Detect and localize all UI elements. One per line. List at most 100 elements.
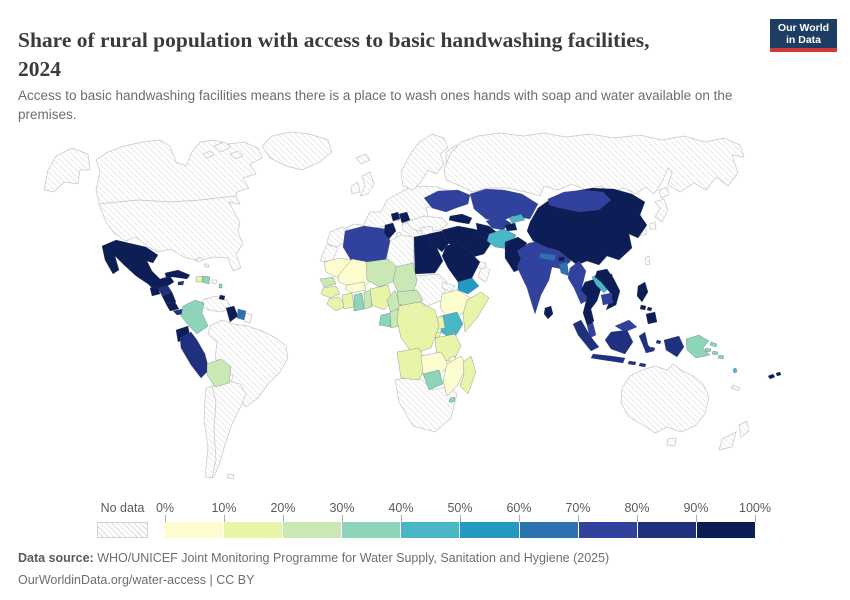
- country-bolivia[interactable]: [206, 358, 232, 388]
- country-taiwan[interactable]: [644, 255, 651, 266]
- country-somalia[interactable]: [462, 291, 490, 333]
- legend-bin-50-60%[interactable]: [460, 522, 519, 538]
- country-tajikistan[interactable]: [504, 222, 518, 232]
- country-peru[interactable]: [179, 331, 210, 379]
- legend-color-bar[interactable]: [165, 522, 755, 538]
- country-canada[interactable]: [95, 139, 263, 205]
- country-australia[interactable]: [620, 363, 710, 447]
- country-togo-benin[interactable]: [363, 289, 373, 310]
- country-lesser-antilles[interactable]: [218, 283, 223, 289]
- country-vietnam[interactable]: [594, 268, 621, 311]
- country-ghana[interactable]: [353, 292, 365, 312]
- country-puerto-rico[interactable]: [211, 279, 218, 285]
- legend-tick-mark: [460, 515, 461, 522]
- country-mozambique[interactable]: [442, 355, 468, 397]
- country-dominican-republic[interactable]: [201, 275, 211, 285]
- region-southern-africa[interactable]: [394, 375, 458, 433]
- country-japan[interactable]: [649, 186, 670, 230]
- country-indonesia[interactable]: [572, 319, 685, 368]
- country-ireland[interactable]: [350, 181, 361, 195]
- country-serbia[interactable]: [398, 211, 411, 224]
- legend-no-data-swatch[interactable]: [97, 522, 148, 538]
- country-guatemala[interactable]: [149, 285, 161, 297]
- country-cambodia[interactable]: [600, 292, 614, 306]
- country-solomon-islands[interactable]: [704, 347, 725, 360]
- country-kyrgyzstan[interactable]: [508, 213, 526, 224]
- country-united-states[interactable]: [98, 195, 244, 272]
- country-georgia-azerbaijan[interactable]: [448, 213, 473, 225]
- country-trinidad-and-tobago[interactable]: [218, 294, 226, 301]
- country-fiji[interactable]: [767, 371, 782, 380]
- country-falkland-islands[interactable]: [226, 473, 235, 480]
- title-line2: 2024: [18, 57, 61, 82]
- country-nepal[interactable]: [538, 252, 557, 262]
- country-brazil[interactable]: [207, 319, 289, 408]
- country-mali[interactable]: [337, 258, 373, 290]
- legend-bin-90-100%[interactable]: [696, 522, 755, 538]
- country-guyana[interactable]: [225, 305, 239, 323]
- country-senegal[interactable]: [319, 276, 337, 288]
- legend-bin-80-90%[interactable]: [637, 522, 696, 538]
- country-iceland[interactable]: [355, 153, 371, 165]
- country-suriname[interactable]: [236, 308, 247, 321]
- country-cuba[interactable]: [164, 269, 191, 280]
- country-new-zealand[interactable]: [718, 420, 750, 451]
- country-philippines[interactable]: [636, 281, 658, 325]
- country-eswatini[interactable]: [448, 396, 456, 403]
- legend-tick-label: 100%: [739, 501, 771, 515]
- country-russia[interactable]: [443, 132, 745, 197]
- chart-subtitle: Access to basic handwashing facilities m…: [18, 87, 733, 122]
- legend-bin-10-20%[interactable]: [224, 522, 283, 538]
- country-zambia[interactable]: [420, 351, 450, 379]
- country-ukraine[interactable]: [423, 189, 471, 213]
- legend-bin-70-80%[interactable]: [578, 522, 637, 538]
- legend-tick-mark: [519, 515, 520, 522]
- country-ivory-coast[interactable]: [341, 292, 355, 310]
- country-madagascar[interactable]: [459, 355, 477, 395]
- country-yemen[interactable]: [457, 277, 480, 295]
- country-mexico[interactable]: [101, 239, 175, 293]
- legend-bin-0-10%[interactable]: [165, 522, 224, 538]
- country-bhutan[interactable]: [557, 256, 566, 262]
- country-kenya[interactable]: [440, 311, 464, 341]
- country-papua-new-guinea[interactable]: [685, 334, 718, 359]
- country-new-caledonia[interactable]: [730, 384, 741, 392]
- country-costa-rica[interactable]: [165, 301, 180, 312]
- country-united-kingdom[interactable]: [359, 171, 375, 197]
- country-burkina-faso[interactable]: [344, 281, 367, 294]
- legend-tick-mark: [578, 515, 579, 522]
- country-alaska[interactable]: [43, 147, 91, 193]
- legend-bin-20-30%[interactable]: [283, 522, 342, 538]
- region-scandinavia[interactable]: [400, 133, 449, 191]
- country-sierra-leone-liberia[interactable]: [326, 296, 347, 312]
- country-colombia[interactable]: [180, 299, 209, 335]
- legend-bin-40-50%[interactable]: [401, 522, 460, 538]
- country-jamaica[interactable]: [177, 280, 185, 286]
- country-vanuatu[interactable]: [732, 367, 738, 374]
- country-argentina[interactable]: [211, 379, 247, 479]
- legend-bin-30-40%[interactable]: [342, 522, 401, 538]
- country-turkey[interactable]: [405, 215, 449, 233]
- citation-link[interactable]: OurWorldinData.org/water-access | CC BY: [18, 573, 255, 587]
- country-niger[interactable]: [365, 258, 398, 288]
- country-gabon[interactable]: [378, 312, 392, 328]
- owid-logo-box: Our World in Data: [770, 19, 837, 48]
- country-kazakhstan[interactable]: [469, 188, 539, 223]
- legend-bin-60-70%[interactable]: [519, 522, 578, 538]
- country-nigeria[interactable]: [369, 284, 393, 311]
- country-mongolia[interactable]: [547, 189, 612, 213]
- country-greenland[interactable]: [261, 131, 333, 171]
- country-french-guiana[interactable]: [243, 312, 253, 324]
- country-tunisia[interactable]: [383, 222, 397, 240]
- owid-logo[interactable]: Our World in Data: [770, 19, 837, 52]
- country-arctic-islands[interactable]: [202, 141, 244, 160]
- country-bangladesh[interactable]: [558, 261, 570, 277]
- country-nicaragua[interactable]: [161, 291, 177, 305]
- country-bahamas[interactable]: [195, 256, 210, 268]
- country-zimbabwe[interactable]: [422, 369, 444, 391]
- country-bosnia[interactable]: [390, 211, 401, 222]
- country-democratic-republic-of-congo[interactable]: [396, 301, 440, 355]
- data-source-label: Data source:: [18, 551, 94, 565]
- country-sri-lanka[interactable]: [543, 305, 554, 320]
- country-guinea[interactable]: [320, 285, 341, 299]
